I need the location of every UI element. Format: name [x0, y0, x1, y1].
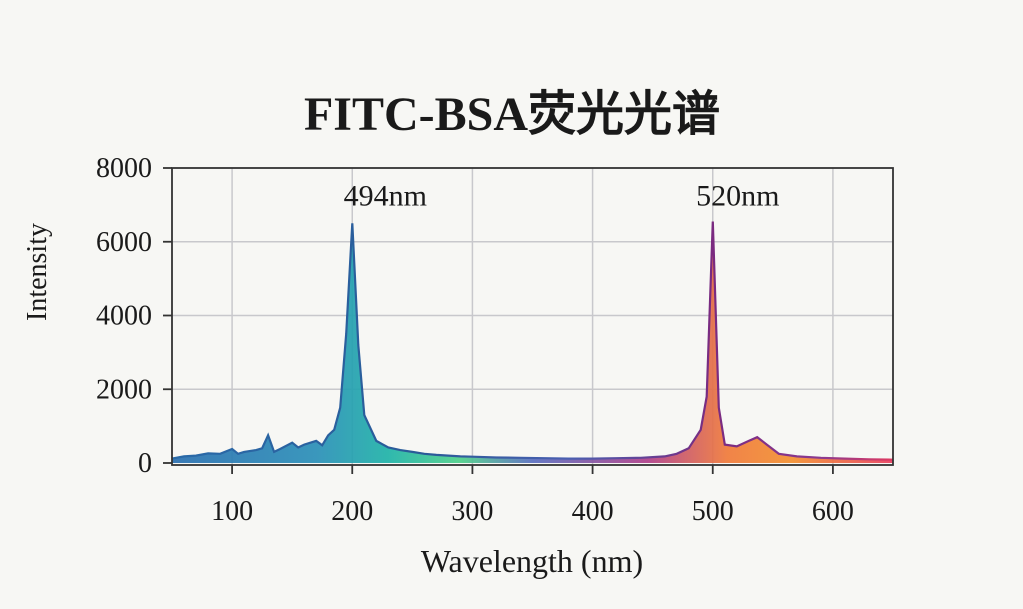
x-tick-label: 400	[572, 496, 614, 527]
plot-frame	[171, 167, 894, 466]
y-axis-label: Intensity	[22, 223, 53, 321]
annotation-494nm: 494nm	[344, 180, 427, 213]
x-tick-label: 200	[331, 496, 373, 527]
y-tick-label: 4000	[96, 301, 152, 332]
spectrum-line	[171, 221, 894, 461]
grid	[172, 168, 893, 465]
y-tick-label: 0	[138, 448, 152, 479]
chart-title: FITC-BSA荧光光谱	[304, 88, 720, 141]
x-tick-label: 100	[211, 496, 253, 527]
y-tick-label: 6000	[96, 227, 152, 258]
x-tick-label: 300	[451, 496, 493, 527]
x-tick-label: 500	[692, 496, 734, 527]
x-axis-label: Wavelength (nm)	[421, 543, 643, 579]
spectrum-area	[172, 221, 893, 463]
x-tick-label: 600	[812, 496, 854, 527]
y-tick-label: 8000	[96, 153, 152, 184]
y-tick-label: 2000	[96, 374, 152, 405]
annotation-520nm: 520nm	[696, 180, 779, 213]
